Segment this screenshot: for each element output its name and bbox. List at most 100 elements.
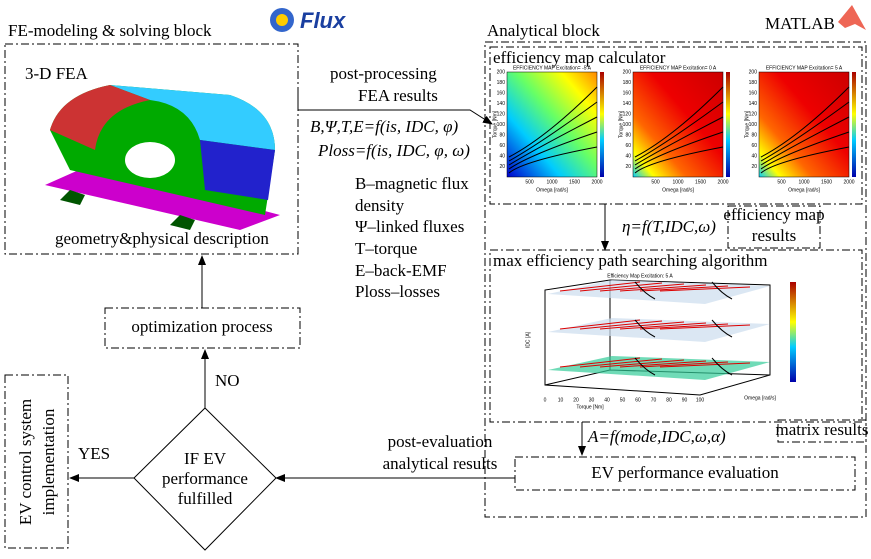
x-tick-label: 10 (558, 397, 564, 403)
x-tick-label: 500 (525, 179, 534, 185)
legend-item: Ψ–linked fluxes (355, 217, 464, 236)
y-tick-label: 80 (499, 132, 505, 138)
decision-text: performance (162, 469, 248, 488)
y-tick-label: 160 (749, 90, 758, 96)
ev-control-box (5, 375, 68, 548)
x-tick-label: 1000 (672, 179, 683, 185)
matrix-results: matrix results (775, 420, 868, 439)
ev-control: EV control system (16, 399, 35, 525)
legend-item: T–torque (355, 239, 417, 258)
colorbar (852, 72, 856, 177)
y-tick-label: 20 (625, 164, 631, 170)
y-tick-label: 200 (623, 69, 632, 75)
x-tick-label: 2000 (591, 179, 602, 185)
y-axis-label: Omega [rad/s] (744, 395, 776, 401)
x-tick-label: 90 (682, 397, 688, 403)
optimization: optimization process (131, 317, 272, 336)
fea-model (45, 85, 280, 230)
x-tick-label: 40 (604, 397, 610, 403)
y-tick-label: 120 (749, 111, 758, 117)
y-tick-label: 100 (497, 122, 506, 128)
matlab-label: MATLAB (765, 14, 835, 33)
y-tick-label: 180 (623, 80, 632, 86)
ev-performance: EV performance evaluation (591, 463, 779, 482)
x-tick-label: 2000 (717, 179, 728, 185)
max-efficiency-title: max efficiency path searching algorithm (493, 251, 767, 270)
x-axis-label: Torque [Nm] (576, 404, 604, 410)
y-tick-label: 120 (623, 111, 632, 117)
map-title: EFFICIENCY MAP Excitation= 5 A (766, 65, 843, 71)
fea-results: FEA results (358, 86, 438, 105)
x-axis-label: Omega [rad/s] (536, 187, 568, 193)
x-tick-label: 20 (573, 397, 579, 403)
diagram: FE-modeling & solving block 3-D FEA geom… (0, 0, 871, 559)
x-tick-label: 1000 (798, 179, 809, 185)
decision-text: IF EV (184, 449, 227, 468)
y-tick-label: 200 (749, 69, 758, 75)
legend-item: B–magnetic flux (355, 174, 469, 193)
a-formula: A=f(mode,IDC,ω,α) (587, 427, 726, 446)
colorbar (726, 72, 730, 177)
z-axis-label: IDC [A] (525, 331, 531, 348)
x-tick-label: 0 (544, 397, 547, 403)
x-tick-label: 60 (635, 397, 641, 403)
analytical-title: Analytical block (487, 21, 600, 40)
yes-label: YES (78, 444, 110, 463)
x-tick-label: 1000 (546, 179, 557, 185)
y-tick-label: 40 (625, 153, 631, 159)
fea-label: 3-D FEA (25, 64, 89, 83)
y-tick-label: 20 (499, 164, 505, 170)
y-tick-label: 40 (499, 153, 505, 159)
y-tick-label: 60 (625, 143, 631, 149)
y-tick-label: 40 (751, 153, 757, 159)
y-tick-label: 120 (497, 111, 506, 117)
legend: B–magnetic flux density Ψ–linked fluxes … (355, 174, 469, 301)
colorbar (790, 282, 796, 382)
fe-block-title: FE-modeling & solving block (8, 21, 212, 40)
formula-1: B,Ψ,T,E=f(is, IDC, φ) (310, 117, 459, 136)
x-tick-label: 70 (651, 397, 657, 403)
ev-control: implementation (39, 408, 58, 515)
y-tick-label: 20 (751, 164, 757, 170)
y-tick-label: 160 (497, 90, 506, 96)
post-processing: post-processing (330, 64, 437, 83)
x-tick-label: 1500 (821, 179, 832, 185)
y-tick-label: 60 (751, 143, 757, 149)
decision-text: fulfilled (178, 489, 233, 508)
legend-item: density (355, 196, 405, 215)
analytical-results: analytical results (383, 454, 498, 473)
x-tick-label: 1500 (569, 179, 580, 185)
efficiency-map-title: efficiency map calculator (493, 48, 666, 67)
y-tick-label: 200 (497, 69, 506, 75)
flux-logo: Flux (270, 8, 346, 33)
x-axis-label: Omega [rad/s] (788, 187, 820, 193)
map-title: EFFICIENCY MAP Excitation= 0 A (640, 65, 717, 71)
y-tick-label: 100 (749, 122, 758, 128)
matlab-logo (838, 5, 866, 30)
x-tick-label: 2000 (843, 179, 854, 185)
y-tick-label: 140 (497, 101, 506, 107)
y-tick-label: 140 (749, 101, 758, 107)
x-tick-label: 500 (777, 179, 786, 185)
efficiency-maps: EFFICIENCY MAP Excitation= -5 A Omega [ra… (492, 65, 856, 193)
legend-item: E–back-EMF (355, 261, 447, 280)
map-title: EFFICIENCY MAP Excitation= -5 A (513, 65, 592, 71)
y-tick-label: 180 (749, 80, 758, 86)
x-tick-label: 1500 (695, 179, 706, 185)
y-tick-label: 180 (497, 80, 506, 86)
y-tick-label: 100 (623, 122, 632, 128)
x-tick-label: 30 (589, 397, 595, 403)
y-tick-label: 80 (751, 132, 757, 138)
post-evaluation: post-evaluation (388, 432, 493, 451)
efficiency-results: efficiency map (723, 205, 824, 224)
y-tick-label: 60 (499, 143, 505, 149)
fe-description: geometry&physical description (55, 229, 269, 248)
x-tick-label: 500 (651, 179, 660, 185)
x-tick-label: 50 (620, 397, 626, 403)
legend-item: Ploss–losses (355, 282, 440, 301)
eta-formula: η=f(T,IDC,ω) (622, 217, 716, 236)
x-tick-label: 100 (696, 397, 705, 403)
y-tick-label: 160 (623, 90, 632, 96)
y-tick-label: 140 (623, 101, 632, 107)
